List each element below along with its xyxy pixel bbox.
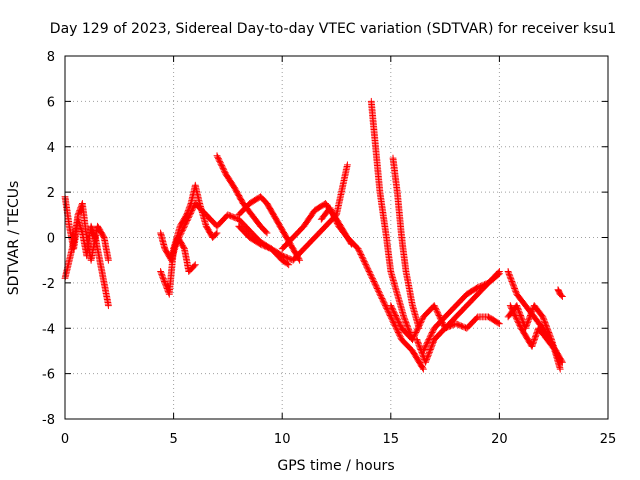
x-tick-label: 25 — [600, 432, 617, 447]
y-tick-label: -4 — [42, 322, 55, 337]
series-track-h-markers — [235, 161, 351, 264]
series-track-r-markers — [506, 302, 566, 366]
x-tick-label: 0 — [61, 432, 69, 447]
y-tick-label: 2 — [47, 186, 55, 201]
series-track-f-markers — [213, 152, 271, 237]
y-tick-label: 0 — [47, 232, 55, 247]
series-track-j-markers — [317, 204, 427, 373]
data-series — [61, 97, 566, 373]
x-tick-label: 15 — [383, 432, 400, 447]
series-track-k-markers — [367, 97, 416, 344]
chart-title: Day 129 of 2023, Sidereal Day-to-day VTE… — [50, 21, 616, 37]
y-tick-label: 4 — [47, 141, 55, 156]
series-track-c-markers — [157, 181, 221, 298]
x-axis-label: GPS time / hours — [277, 458, 394, 474]
x-tick-label: 10 — [274, 432, 291, 447]
grid-lines — [65, 56, 608, 419]
series-track-s-markers — [554, 286, 566, 300]
y-tick-label: -6 — [42, 368, 55, 383]
y-axis-label: SDTVAR / TECUs — [6, 181, 22, 296]
y-tick-label: -8 — [42, 413, 55, 428]
y-tick-label: -2 — [42, 277, 55, 292]
axis-ticks: 0 5 10 15 20 25 -8 -6 -4 -2 0 2 4 6 8 — [42, 50, 616, 447]
series-track-l-markers — [389, 154, 423, 332]
x-tick-label: 20 — [491, 432, 508, 447]
plot-frame — [64, 55, 609, 420]
y-tick-label: 6 — [47, 95, 55, 110]
x-tick-label: 5 — [169, 432, 177, 447]
series-track-o-markers — [413, 313, 503, 366]
y-tick-label: 8 — [47, 50, 55, 65]
